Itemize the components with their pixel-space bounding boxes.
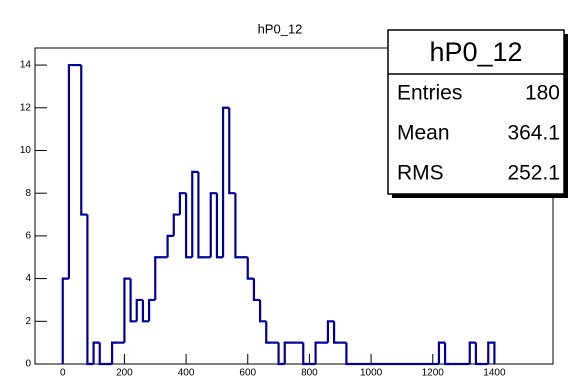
y-tick-label: 10: [20, 145, 32, 156]
histogram-bin: [178, 192, 187, 215]
histogram-bin: [209, 192, 217, 258]
x-tick-label: 1400: [483, 368, 506, 376]
stats-box: [387, 29, 565, 195]
y-tick-label: 2: [25, 316, 31, 327]
histogram-bin: [326, 320, 335, 343]
histogram-bin: [437, 341, 446, 364]
histogram-bin: [166, 234, 174, 258]
histogram-bin: [252, 278, 261, 302]
histogram-bin: [468, 341, 476, 364]
histogram-bin: [172, 213, 180, 236]
y-tick-label: 8: [25, 188, 31, 199]
histogram-bin: [265, 321, 273, 344]
histogram-bin: [302, 342, 310, 366]
x-tick-label: 600: [239, 368, 256, 376]
histogram-bin: [135, 298, 143, 322]
histogram-bin: [141, 299, 150, 323]
histogram-bin: [221, 106, 230, 258]
histogram-bin: [98, 342, 106, 366]
histogram-bin: [283, 341, 291, 364]
x-tick-label: 0: [60, 368, 66, 376]
histogram-bin: [92, 341, 100, 364]
stats-label: Mean: [397, 122, 450, 145]
stats-title: hP0_12: [429, 37, 522, 67]
y-tick-label: 4: [25, 273, 31, 284]
histogram-bin: [277, 342, 285, 366]
histogram-bin: [110, 341, 119, 364]
chart-title: hP0_12: [258, 21, 303, 36]
histogram-bin: [184, 193, 193, 259]
histogram-bin: [345, 342, 353, 366]
y-tick-label: 12: [20, 102, 32, 113]
histogram-bin: [61, 277, 69, 364]
histogram-bin: [129, 278, 137, 323]
plot-frame: [34, 47, 554, 365]
histogram-bin: [154, 256, 162, 300]
x-tick-label: 400: [178, 368, 195, 376]
stats-label: Entries: [397, 82, 462, 105]
stats-value: 180: [525, 82, 560, 105]
stats-value: 252.1: [507, 162, 560, 185]
y-tick-label: 0: [25, 359, 31, 370]
histogram-bin: [197, 171, 205, 259]
histogram-bin: [147, 298, 156, 322]
histogram-bin: [67, 63, 76, 279]
histogram-bin: [123, 277, 131, 343]
histogram-bin: [86, 214, 94, 366]
histogram-bin: [228, 107, 236, 195]
histogram-bin: [80, 65, 88, 216]
histogram-bin: [314, 341, 322, 364]
histogram-bin: [474, 342, 483, 366]
histogram-bin: [246, 257, 254, 280]
x-tick-label: 200: [116, 368, 133, 376]
histogram-bin: [332, 321, 341, 344]
stats-label: RMS: [397, 162, 444, 185]
stats-value: 364.1: [507, 122, 560, 145]
histogram-bin: [258, 299, 267, 323]
x-tick-label: 1200: [422, 368, 445, 376]
y-tick-label: 6: [25, 231, 31, 242]
y-tick-label: 14: [20, 60, 32, 71]
histogram-bin: [234, 193, 242, 259]
histogram-bin: [191, 170, 199, 258]
x-tick-label: 800: [301, 368, 318, 376]
histogram-bin: [443, 342, 452, 366]
histogram-bin: [215, 193, 224, 259]
x-tick-label: 1000: [360, 368, 383, 376]
histogram-bin: [487, 341, 496, 364]
